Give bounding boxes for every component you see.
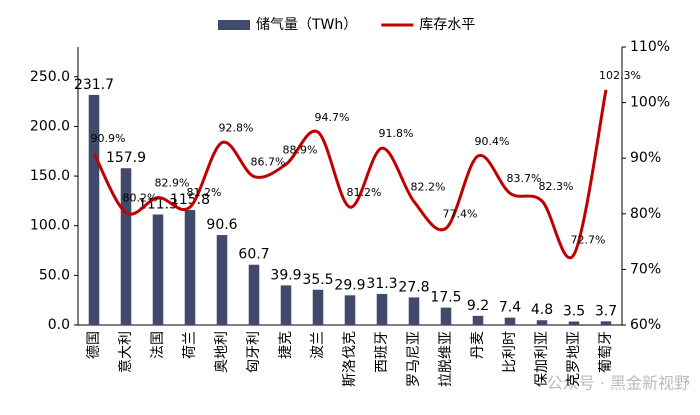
bar-value-label: 231.7 [74, 77, 114, 93]
bar [248, 264, 260, 325]
line-value-label: 91.8% [379, 127, 414, 140]
bar [472, 315, 484, 325]
x-tick-label: 克罗地亚 [566, 331, 582, 387]
bar-value-label: 3.5 [563, 304, 585, 320]
x-tick-label: 罗马尼亚 [406, 331, 422, 387]
y2-tick-label: 60% [630, 317, 661, 333]
y-tick-label: 250.0 [30, 69, 70, 85]
line-value-label: 92.8% [219, 122, 254, 135]
bar-value-label: 115.8 [170, 192, 210, 208]
line-value-label: 72.7% [571, 233, 606, 246]
bar [504, 317, 516, 325]
bar-value-label: 60.7 [238, 247, 269, 263]
bar-value-label: 4.8 [531, 302, 553, 318]
y2-tick-label: 110% [630, 39, 670, 55]
x-tick-label: 法国 [150, 331, 166, 359]
bar-value-label: 17.5 [430, 290, 461, 306]
line-value-label: 86.7% [251, 156, 286, 169]
x-tick-label: 波兰 [310, 331, 326, 359]
line-value-label: 90.9% [91, 132, 126, 145]
bar-value-label: 35.5 [302, 272, 333, 288]
line-value-label: 81.2% [187, 186, 222, 199]
bar [376, 293, 388, 325]
line-value-label: 82.9% [155, 177, 190, 190]
bar [536, 320, 548, 325]
line-value-label: 88.9% [283, 143, 318, 156]
bar [568, 321, 580, 325]
bar-value-label: 27.8 [398, 279, 429, 295]
bar [312, 289, 324, 325]
bar [152, 214, 164, 325]
x-tick-label: 捷克 [278, 331, 294, 359]
line-value-label: 102.3% [599, 69, 641, 82]
x-tick-label: 比利时 [502, 331, 518, 373]
x-tick-label: 意大利 [117, 331, 134, 373]
line-value-label: 82.2% [411, 181, 446, 194]
legend-swatch [218, 20, 250, 30]
bar [280, 285, 292, 325]
x-tick-label: 奥地利 [213, 331, 230, 373]
line-value-label: 77.4% [443, 207, 478, 220]
watermark: 公众号 · 黑金新视野 [547, 374, 690, 393]
line-value-label: 83.7% [507, 172, 542, 185]
bar [88, 94, 100, 325]
bar-value-label: 39.9 [270, 267, 301, 283]
bar-value-label: 9.2 [467, 298, 489, 314]
y2-tick-label: 70% [630, 261, 661, 277]
line-value-label: 94.7% [315, 111, 350, 124]
x-tick-label: 丹麦 [470, 331, 486, 359]
bar-value-label: 29.9 [334, 277, 365, 293]
x-tick-label: 西班牙 [374, 331, 390, 373]
line-value-label: 81.2% [347, 186, 382, 199]
bar [440, 307, 452, 325]
y-tick-label: 0.0 [48, 317, 70, 333]
bar [408, 297, 420, 325]
x-tick-label: 荷兰 [182, 331, 198, 359]
line-value-label: 90.4% [475, 135, 510, 148]
line [92, 89, 608, 260]
bar [184, 210, 196, 325]
x-tick-label: 斯洛伐克 [342, 331, 358, 387]
bar-value-label: 3.7 [595, 303, 617, 319]
bar-value-label: 7.4 [499, 300, 521, 316]
y-tick-label: 200.0 [30, 118, 70, 134]
y-tick-label: 150.0 [30, 168, 70, 184]
bar [120, 168, 132, 325]
line-value-label: 80.2% [123, 192, 158, 205]
bar-value-label: 90.6 [206, 217, 237, 233]
y2-tick-label: 100% [630, 95, 670, 111]
x-tick-label: 匈牙利 [246, 331, 262, 373]
legend-label: 库存水平 [419, 17, 475, 33]
x-tick-label: 拉脱维亚 [438, 331, 454, 387]
y2-tick-label: 90% [630, 150, 661, 166]
bar [344, 295, 356, 325]
y2-tick-label: 80% [630, 206, 661, 222]
legend-label: 储气量（TWh） [256, 17, 357, 33]
bar [216, 235, 228, 325]
bar-value-label: 31.3 [366, 276, 397, 292]
x-tick-label: 保加利亚 [534, 331, 550, 387]
bar [600, 321, 612, 325]
x-tick-label: 德国 [86, 331, 102, 359]
line-value-label: 82.3% [539, 180, 574, 193]
x-tick-label: 葡萄牙 [598, 331, 614, 373]
y-tick-label: 100.0 [30, 218, 70, 234]
y-tick-label: 50.0 [39, 267, 70, 283]
bar-value-label: 157.9 [106, 150, 146, 166]
